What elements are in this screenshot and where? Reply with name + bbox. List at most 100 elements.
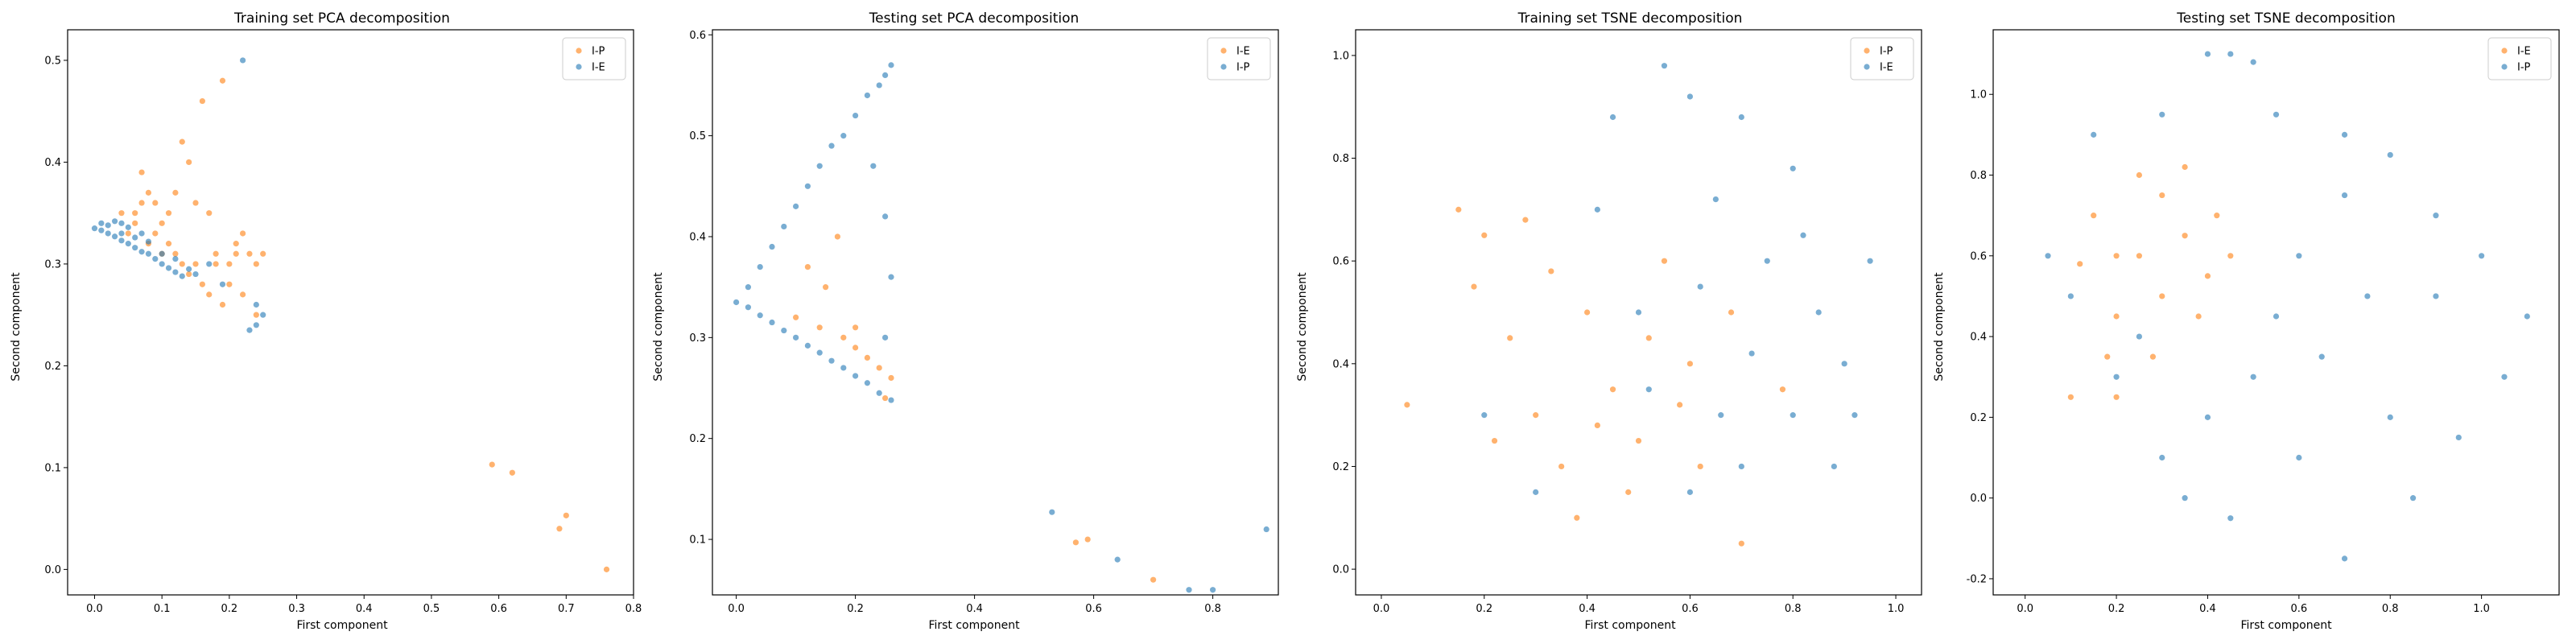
subplot-1-point (125, 224, 131, 230)
subplot-2-plot: 0.0 0.2 0.4 0.6 0.8 0.1 0.2 0.3 0.4 0.5 0.6 I-E I-P (689, 29, 1279, 615)
subplot-2-point (876, 365, 882, 371)
subplot-4-title: Testing set TSNE decomposition (2176, 10, 2396, 27)
subplot-2-ytick-label: 0.2 (689, 433, 706, 445)
subplot-2-point (828, 142, 835, 149)
subplot-4-point (2214, 213, 2220, 219)
subplot-1-xtick-label: 0.2 (221, 603, 238, 615)
subplot-3-point (1697, 283, 1703, 290)
subplot-4-axes-frame (1992, 29, 2560, 596)
subplot-1-point (199, 281, 205, 287)
subplot-2-point (1049, 509, 1055, 515)
subplot-4-point (2479, 253, 2485, 259)
subplot-3-point (1522, 217, 1529, 223)
subplot-1-ytick-label: 0.5 (44, 55, 61, 67)
subplot-3-point (1533, 412, 1539, 419)
subplot-4-point (2159, 454, 2165, 461)
subplot-3-legend-label: I-E (1880, 62, 1893, 74)
subplot-1-point (219, 77, 226, 84)
subplot-4-point (2067, 293, 2074, 299)
subplot-4-ylabel: Second component (1933, 272, 1946, 382)
subplot-3-point (1583, 309, 1591, 316)
subplot-4-xtick-label: 0.0 (2017, 603, 2033, 615)
subplot-3-point (1728, 309, 1735, 316)
subplot-3-point (1686, 361, 1694, 367)
subplot-2-ytick-label: 0.6 (689, 30, 706, 42)
subplot-1-series-1 (118, 77, 610, 572)
subplot-4-xtick-label: 1.0 (2473, 603, 2490, 615)
subplot-2-xtick-label: 0.6 (1085, 603, 1102, 615)
subplot-4-point (2501, 374, 2508, 380)
subplot-3-point (1548, 268, 1554, 275)
subplot-4-point (2524, 313, 2530, 320)
subplot-2-xtick-label: 0.8 (1204, 603, 1221, 615)
subplot-1-point (138, 169, 145, 175)
subplot-1-point (172, 269, 179, 275)
subplot-3-point (1455, 206, 1462, 213)
subplot-3-point (1635, 309, 1642, 316)
subplot-1-point (132, 220, 138, 226)
subplot-4-point (2045, 253, 2051, 259)
subplot-4-point (2250, 59, 2256, 65)
subplot-1-ytick-label: 0.1 (44, 462, 61, 474)
subplot-1-point (111, 233, 118, 240)
subplot-4-xtick-label: 0.6 (2291, 603, 2308, 615)
subplot-1-point (118, 237, 125, 244)
subplot-4-point (2159, 192, 2165, 199)
subplot-3-point (1481, 232, 1488, 238)
subplot-4-point (2104, 353, 2111, 360)
subplot-4-point (2159, 111, 2165, 118)
subplot-4-point (2250, 374, 2256, 380)
subplot-3-point (1686, 489, 1694, 495)
subplot-1-point (213, 250, 219, 257)
subplot-1-point (159, 220, 165, 226)
subplot-3-ylabel: Second component (1296, 272, 1309, 382)
subplot-2-ytick-label: 0.3 (689, 332, 706, 345)
subplot-1-point (145, 189, 152, 196)
subplot-1-point (226, 261, 233, 267)
subplot-4-point (2091, 213, 2097, 219)
subplot-4-point (2227, 515, 2234, 522)
subplot-3-point (1718, 412, 1724, 419)
subplot-2-point (757, 263, 763, 270)
subplot-4-point (2409, 495, 2417, 502)
subplot-1-point (206, 291, 213, 298)
subplot-2-point (840, 133, 847, 139)
subplot-4-point (2318, 353, 2325, 360)
subplot-3-ytick-label: 0.0 (1332, 564, 1349, 576)
subplot-3-point (1831, 463, 1837, 470)
subplot-3-point (1594, 206, 1600, 213)
subplot-4-point (2227, 253, 2234, 259)
subplot-3-series-1 (1404, 206, 1786, 547)
subplot-1-point (91, 225, 98, 232)
subplot-1-point (186, 270, 192, 278)
subplot-1-point (186, 159, 192, 166)
subplot-2-xtick-label: 0.0 (728, 603, 745, 615)
subplot-4-xtick-label: 0.4 (2199, 603, 2216, 615)
subplot-3-point (1635, 437, 1642, 444)
subplot-1-point (213, 261, 219, 267)
subplot-4-point (2136, 253, 2143, 259)
subplot-2-legend: I-E I-P (1207, 37, 1271, 80)
subplot-3-point (1867, 258, 1873, 264)
subplot-4-point (2227, 51, 2234, 57)
subplot-3-point (1800, 232, 1806, 238)
subplot-3-point (1491, 437, 1498, 444)
subplot-3-point (1748, 350, 1755, 357)
subplot-1-axes-frame (67, 29, 634, 596)
subplot-2-legend-label: I-E (1236, 46, 1250, 58)
subplot-3-point (1790, 165, 1796, 171)
subplot-2-point (816, 324, 823, 331)
subplot-2-point (888, 274, 894, 280)
subplot-2-point (1210, 587, 1216, 593)
subplot-3-point (1677, 402, 1683, 408)
subplot-3-point (1738, 540, 1744, 547)
subplot-3-point (1507, 335, 1513, 341)
subplot-1-point (246, 327, 253, 333)
subplot-1-ytick-label: 0.3 (44, 258, 61, 270)
subplot-1-point (138, 230, 145, 237)
subplot-3-axes-frame (1355, 29, 1922, 596)
subplot-4-point (2077, 261, 2083, 267)
subplot-4-point (2273, 111, 2280, 118)
plot-layer: 0.0 0.1 0.2 0.3 0.4 0.5 0.6 0.7 0.80.00.10.20.30… (44, 29, 2560, 615)
